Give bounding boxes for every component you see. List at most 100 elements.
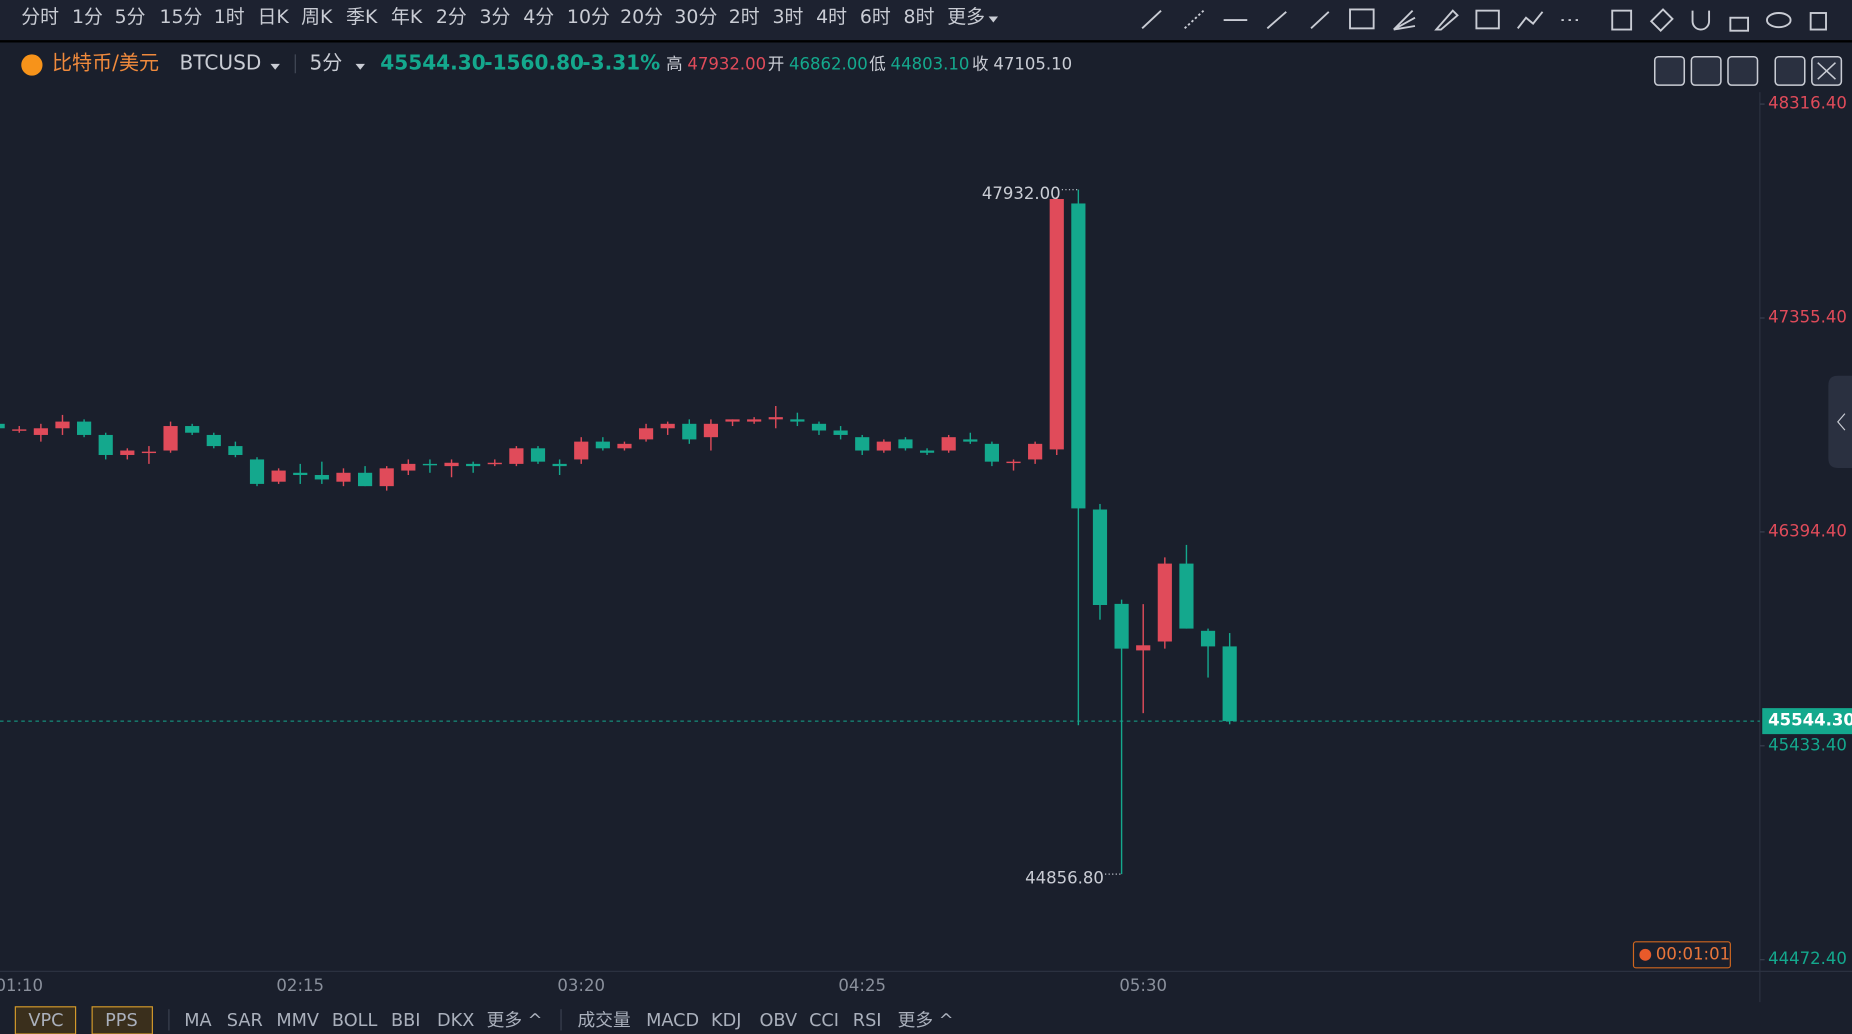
period-tab[interactable]: 2时 [729, 6, 760, 28]
symbol-name[interactable]: 比特币/美元 [52, 50, 159, 74]
tool-icon[interactable] [1310, 11, 1330, 30]
period-tab[interactable]: 15分 [159, 6, 202, 28]
control-button[interactable] [1774, 55, 1806, 86]
tool-icon[interactable] [1611, 9, 1633, 31]
side-panel-toggle[interactable] [1828, 375, 1852, 468]
indicator-tab[interactable]: KDJ [711, 1011, 741, 1031]
period-tab[interactable]: 8时 [904, 6, 935, 28]
candle-body [984, 443, 999, 462]
indicator-tab[interactable]: PPS [105, 1011, 138, 1031]
dropdown-caret [355, 63, 365, 70]
tool-icon[interactable] [1266, 11, 1287, 30]
period-tab[interactable]: 6时 [860, 6, 891, 28]
control-button[interactable] [1653, 55, 1686, 86]
tool-icon[interactable] [1691, 10, 1711, 31]
chart-controls [1653, 55, 1843, 86]
period-tab[interactable]: 4时 [816, 6, 847, 28]
control-button[interactable] [1727, 55, 1759, 86]
stat-value: 44803.10 [891, 54, 970, 73]
indicator-tabs: VPC PPS MA SAR MMV BOLL BBI DKX 更多 ^ 成交量 MACD KDJ OB… [28, 1009, 954, 1031]
interval[interactable]: 5分 [309, 50, 342, 74]
candle-body [271, 470, 286, 482]
indicator-tab[interactable]: 成交量 [578, 1010, 631, 1031]
period-tab[interactable]: 20分 [620, 6, 663, 28]
period-tab[interactable]: 30分 [674, 6, 717, 28]
candle-body [855, 437, 870, 451]
price-change: -1560.80 [484, 50, 584, 74]
x-tick-label: 03:20 [557, 976, 605, 995]
plot-area: 44472.40 45433.40 46394.40 47355.40 48316.40… [0, 94, 1852, 995]
candle-body [919, 450, 935, 453]
period-tab[interactable]: 3时 [772, 6, 803, 28]
period-tab[interactable]: 1分 [72, 6, 103, 28]
candle-body [768, 417, 783, 420]
indicator-tab[interactable]: 更多 ^ [898, 1010, 954, 1031]
indicator-tab[interactable]: BBI [391, 1011, 421, 1031]
period-tab[interactable]: 2分 [436, 6, 467, 28]
indicator-tab[interactable]: MA [184, 1011, 211, 1031]
indicator-tab[interactable]: CCI [809, 1011, 839, 1031]
indicator-tab[interactable]: OBV [759, 1011, 797, 1031]
indicator-tab-box[interactable] [14, 1006, 77, 1034]
candle-body [1136, 645, 1151, 651]
period-tab[interactable]: 5分 [115, 6, 146, 28]
candle-body [595, 441, 610, 449]
period-tab[interactable]: 季K [346, 6, 378, 28]
tool-icon[interactable] [1393, 9, 1416, 31]
candle-body [1157, 563, 1172, 642]
indicator-tab[interactable]: MACD [646, 1011, 699, 1031]
indicator-tab[interactable]: MMV [276, 1011, 319, 1031]
candle-body [314, 475, 329, 480]
period-tab[interactable]: 周K [301, 6, 333, 28]
candle-body [77, 421, 92, 435]
indicator-tab[interactable]: DKX [437, 1011, 474, 1031]
candle-body [1114, 603, 1129, 649]
indicator-tab[interactable]: 更多 ^ [487, 1010, 543, 1031]
candle-body [357, 472, 373, 487]
countdown-box [1632, 941, 1731, 969]
stat-value: 46862.00 [789, 54, 868, 73]
period-tab[interactable]: 分时 [21, 6, 59, 28]
indicator-tab[interactable]: RSI [853, 1011, 882, 1031]
candle-body [1049, 199, 1064, 450]
candle-body [833, 430, 848, 435]
period-tab[interactable]: 日K [257, 6, 289, 28]
period-tab[interactable]: 4分 [523, 6, 554, 28]
tool-icon[interactable] [1434, 9, 1459, 31]
candle-body [185, 426, 200, 433]
tool-icon[interactable] [1141, 9, 1162, 30]
indicator-tab[interactable]: SAR [227, 1011, 263, 1031]
period-tab[interactable]: 年K [391, 6, 423, 28]
period-tab[interactable]: 更多 [947, 6, 985, 28]
candle-body [55, 421, 70, 429]
symbol-code[interactable]: BTCUSD [180, 50, 262, 74]
dropdown-caret [988, 16, 999, 23]
period-tab[interactable]: 1时 [214, 6, 245, 28]
candle-body [747, 419, 762, 422]
tool-icon[interactable] [1516, 11, 1544, 29]
tool-icon[interactable] [1766, 12, 1792, 29]
period-tab[interactable]: 10分 [567, 6, 610, 28]
candle-body [141, 451, 157, 454]
tool-icon[interactable] [1809, 12, 1827, 31]
min-label: 44856.80 [1025, 868, 1104, 887]
y-tick-label: 45433.40 [1768, 735, 1847, 754]
candle-body [163, 426, 178, 451]
countdown: 00:01:01 [1656, 944, 1730, 963]
tool-icon[interactable] [1729, 16, 1750, 32]
candle-body [617, 443, 632, 449]
candle-body [682, 423, 697, 440]
tool-icon[interactable] [1349, 8, 1375, 30]
change-percent: -3.31% [582, 50, 660, 74]
last-price-tag-label: 45544.30 [1768, 711, 1852, 730]
indicator-tab-box[interactable] [91, 1006, 153, 1034]
indicator-tab[interactable]: BOLL [332, 1011, 378, 1031]
control-button[interactable] [1690, 55, 1722, 86]
indicator-tab[interactable]: VPC [28, 1011, 63, 1031]
tool-icon[interactable] [1475, 9, 1500, 30]
x-tick-label: 04:25 [838, 976, 886, 995]
tool-icon[interactable] [1649, 8, 1674, 33]
period-tab[interactable]: 3分 [480, 6, 511, 28]
